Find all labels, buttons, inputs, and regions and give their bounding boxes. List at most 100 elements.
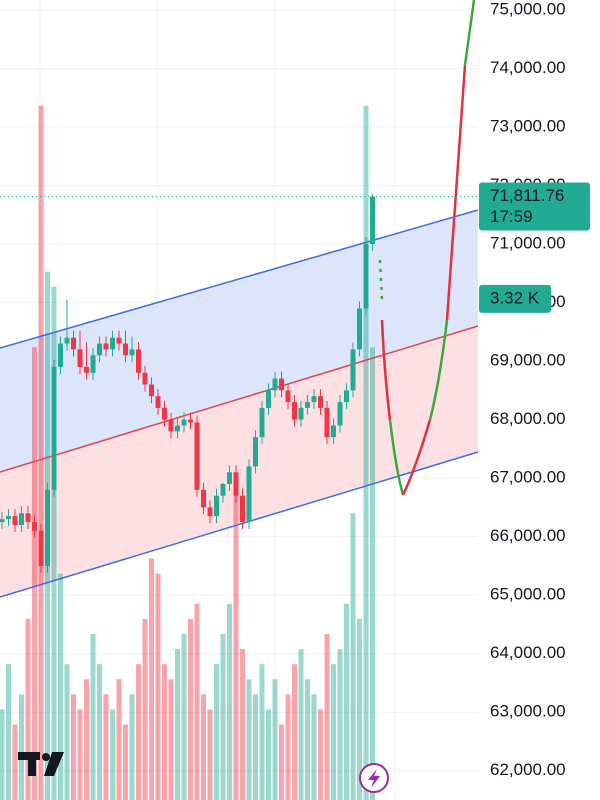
y-tick-label: 66,000.00 [490,526,566,545]
candle-body [168,419,174,432]
volume-bar [129,694,135,800]
y-tick-label: 65,000.00 [490,585,566,604]
volume-bar [350,513,356,800]
candle-body [97,343,102,356]
volume-bar [103,694,109,800]
candle-body [207,507,213,517]
volume-badge [479,284,551,313]
volume-bar [71,694,76,800]
projection-seg [388,419,405,496]
volume-bar [201,694,206,800]
y-tick-label: 67,000.00 [490,468,566,487]
volume-bar [6,664,11,800]
candle-body [64,337,70,344]
candle-body [90,355,96,373]
volume-bar [214,664,219,800]
volume-bar [51,286,57,800]
volume-bar [318,709,323,800]
volume-bar [227,603,232,800]
candle-body [227,472,232,484]
volume-bar [136,664,141,800]
candle-body [19,513,24,525]
y-tick-label: 64,000.00 [490,643,566,662]
channel-upper-fill [0,210,478,472]
volume-bar [331,664,336,800]
candle-body [259,407,265,438]
volume-bar [344,603,349,800]
volume-bar [97,664,102,800]
volume-bar [84,679,89,800]
volume-bar [149,558,154,800]
candle-body [45,489,50,566]
candle-body [58,343,63,367]
candle-body [363,244,369,309]
candle-body [272,378,278,391]
volume-bar [77,709,83,800]
y-tick-label: 74,000.00 [490,58,566,77]
volume-bar [116,679,122,800]
candle-body [12,516,18,525]
volume-bar [298,649,304,800]
candle-body [305,402,310,408]
projection-seg [463,0,476,66]
candles [0,194,375,573]
projection-seg [401,419,432,496]
candle-body [25,513,31,523]
candle-body [370,196,375,245]
volume-bar [12,724,18,800]
volume-bar [220,633,226,800]
volume-bar [25,618,31,800]
candle-body [110,337,115,350]
candle-body [162,407,167,420]
y-tick-label: 73,000.00 [490,116,566,135]
channel-mid [0,325,479,473]
y-tick-label: 71,000.00 [490,234,566,253]
volume-bar [64,664,70,800]
candle-body [0,519,5,523]
volume-bar [233,483,239,800]
volume-bar [110,709,115,800]
volume-badge-label: 3.32 K [490,288,540,307]
volume-bar [58,573,63,800]
volume-bars [0,105,375,800]
logo-part [42,753,50,761]
candle-body [324,407,330,438]
volume-bar [181,633,187,800]
candle-body [71,337,76,350]
volume-bar [259,664,265,800]
volume-bar [246,679,252,800]
channel-lower-fill [0,326,478,597]
candle-body [136,349,141,373]
candle-body [77,349,83,367]
candle-body [266,390,271,408]
candle-body [240,495,245,523]
volume-bar [311,694,317,800]
candle-body [129,349,135,356]
candle-body [188,419,193,423]
y-tick-label: 69,000.00 [490,351,566,370]
volume-bar [90,633,96,800]
lightning-button[interactable] [359,763,389,793]
candle-body [279,378,284,391]
y-tick-label: 68,000.00 [490,409,566,428]
volume-bar [162,664,167,800]
volume-bar [272,679,278,800]
volume-bar [324,633,330,800]
candle-body [220,483,226,496]
volume-bar [305,679,310,800]
y-tick-label: 75,000.00 [490,0,566,18]
candle-body [318,396,323,408]
volume-bar [370,347,375,800]
candle-body [311,396,317,403]
volume-bar [285,694,291,800]
candle-body [201,489,206,508]
candle-body [51,366,57,490]
bolt [368,769,380,788]
candle-body [32,522,37,531]
volume-bar [168,679,174,800]
candle-body [214,495,219,517]
volume-bar [337,649,343,800]
volume-bar [207,709,213,800]
volume-bar [253,694,258,800]
